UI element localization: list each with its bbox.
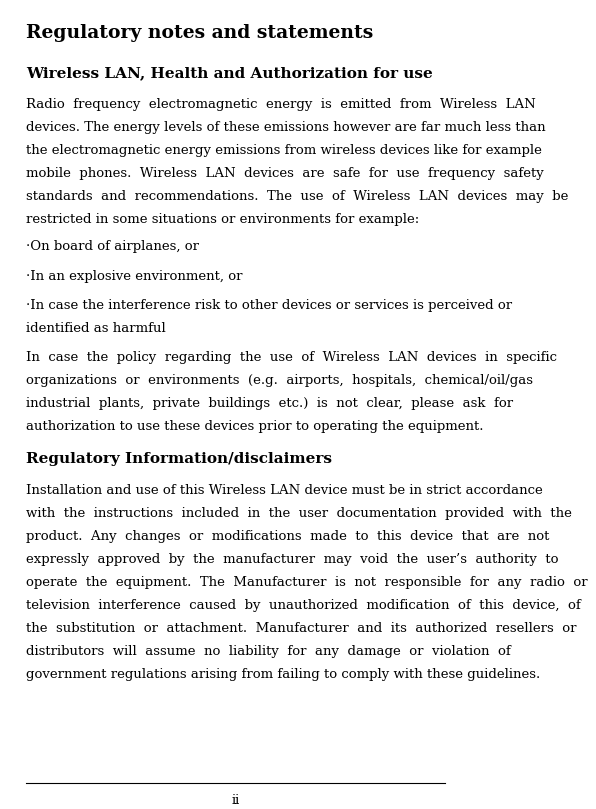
Text: standards  and  recommendations.  The  use  of  Wireless  LAN  devices  may  be: standards and recommendations. The use o… [26, 189, 568, 202]
Text: restricted in some situations or environments for example:: restricted in some situations or environ… [26, 213, 419, 226]
Text: organizations  or  environments  (e.g.  airports,  hospitals,  chemical/oil/gas: organizations or environments (e.g. airp… [26, 374, 533, 387]
Text: distributors  will  assume  no  liability  for  any  damage  or  violation  of: distributors will assume no liability fo… [26, 645, 511, 658]
Text: ·On board of airplanes, or: ·On board of airplanes, or [26, 240, 199, 253]
Text: authorization to use these devices prior to operating the equipment.: authorization to use these devices prior… [26, 420, 483, 433]
Text: Wireless LAN, Health and Authorization for use: Wireless LAN, Health and Authorization f… [26, 66, 433, 80]
Text: television  interference  caused  by  unauthorized  modification  of  this  devi: television interference caused by unauth… [26, 599, 581, 612]
Text: operate  the  equipment.  The  Manufacturer  is  not  responsible  for  any  rad: operate the equipment. The Manufacturer … [26, 576, 588, 589]
Text: identified as harmful: identified as harmful [26, 322, 166, 335]
Text: ii: ii [231, 794, 240, 807]
Text: industrial  plants,  private  buildings  etc.)  is  not  clear,  please  ask  fo: industrial plants, private buildings etc… [26, 397, 513, 410]
Text: mobile  phones.  Wireless  LAN  devices  are  safe  for  use  frequency  safety: mobile phones. Wireless LAN devices are … [26, 167, 544, 180]
Text: the  substitution  or  attachment.  Manufacturer  and  its  authorized  reseller: the substitution or attachment. Manufact… [26, 622, 576, 635]
Text: government regulations arising from failing to comply with these guidelines.: government regulations arising from fail… [26, 667, 540, 680]
Text: ·In an explosive environment, or: ·In an explosive environment, or [26, 269, 243, 282]
Text: product.  Any  changes  or  modifications  made  to  this  device  that  are  no: product. Any changes or modifications ma… [26, 530, 550, 544]
Text: Installation and use of this Wireless LAN device must be in strict accordance: Installation and use of this Wireless LA… [26, 485, 542, 498]
Text: the electromagnetic energy emissions from wireless devices like for example: the electromagnetic energy emissions fro… [26, 144, 542, 157]
Text: Regulatory notes and statements: Regulatory notes and statements [26, 24, 373, 42]
Text: In  case  the  policy  regarding  the  use  of  Wireless  LAN  devices  in  spec: In case the policy regarding the use of … [26, 351, 557, 364]
Text: Regulatory Information/disclaimers: Regulatory Information/disclaimers [26, 452, 332, 466]
Text: ·In case the interference risk to other devices or services is perceived or: ·In case the interference risk to other … [26, 299, 512, 312]
Text: devices. The energy levels of these emissions however are far much less than: devices. The energy levels of these emis… [26, 121, 545, 134]
Text: with  the  instructions  included  in  the  user  documentation  provided  with : with the instructions included in the us… [26, 507, 572, 520]
Text: expressly  approved  by  the  manufacturer  may  void  the  user’s  authority  t: expressly approved by the manufacturer m… [26, 553, 558, 566]
Text: Radio  frequency  electromagnetic  energy  is  emitted  from  Wireless  LAN: Radio frequency electromagnetic energy i… [26, 98, 536, 111]
